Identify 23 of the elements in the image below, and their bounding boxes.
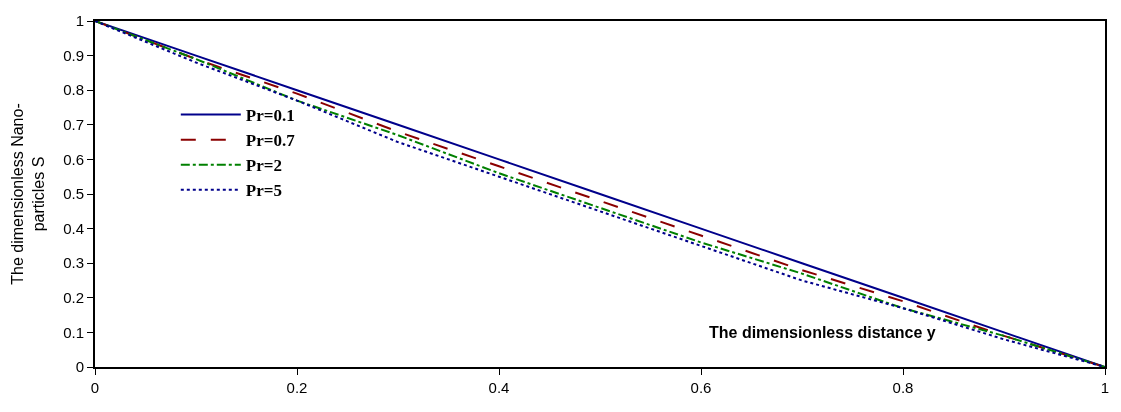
- y-tick-label: 0.6: [63, 150, 84, 168]
- x-tick-label: 0.2: [286, 379, 308, 396]
- y-tick-label: 0.3: [63, 254, 84, 272]
- x-axis-title: The dimensionless distance y: [709, 324, 936, 341]
- y-tick-label: 0.7: [63, 116, 84, 134]
- y-tick-label: 0.8: [63, 81, 84, 99]
- x-tick-label: 0.4: [488, 379, 510, 396]
- legend-label: Pr=0.1: [245, 106, 295, 126]
- y-tick-label: 0.1: [63, 323, 84, 341]
- legend-label: Pr=0.7: [245, 131, 296, 151]
- x-tick-label: 0.6: [690, 379, 712, 396]
- legend-label: Pr=2: [245, 156, 282, 176]
- y-axis-title: The dimensionless Nano-particles S: [8, 103, 47, 285]
- y-tick-label: 0.9: [63, 46, 84, 64]
- y-tick-label: 0: [75, 358, 84, 376]
- y-tick-label: 0.5: [63, 185, 84, 203]
- x-tick-label: 0.8: [892, 379, 914, 396]
- y-tick-label: 0.2: [63, 289, 84, 307]
- legend-label: Pr=5: [245, 181, 282, 201]
- y-tick-label: 1: [75, 12, 84, 30]
- x-tick-label: 0: [90, 379, 100, 396]
- y-tick-label: 0.4: [63, 219, 84, 237]
- x-tick-label: 1: [1100, 379, 1110, 396]
